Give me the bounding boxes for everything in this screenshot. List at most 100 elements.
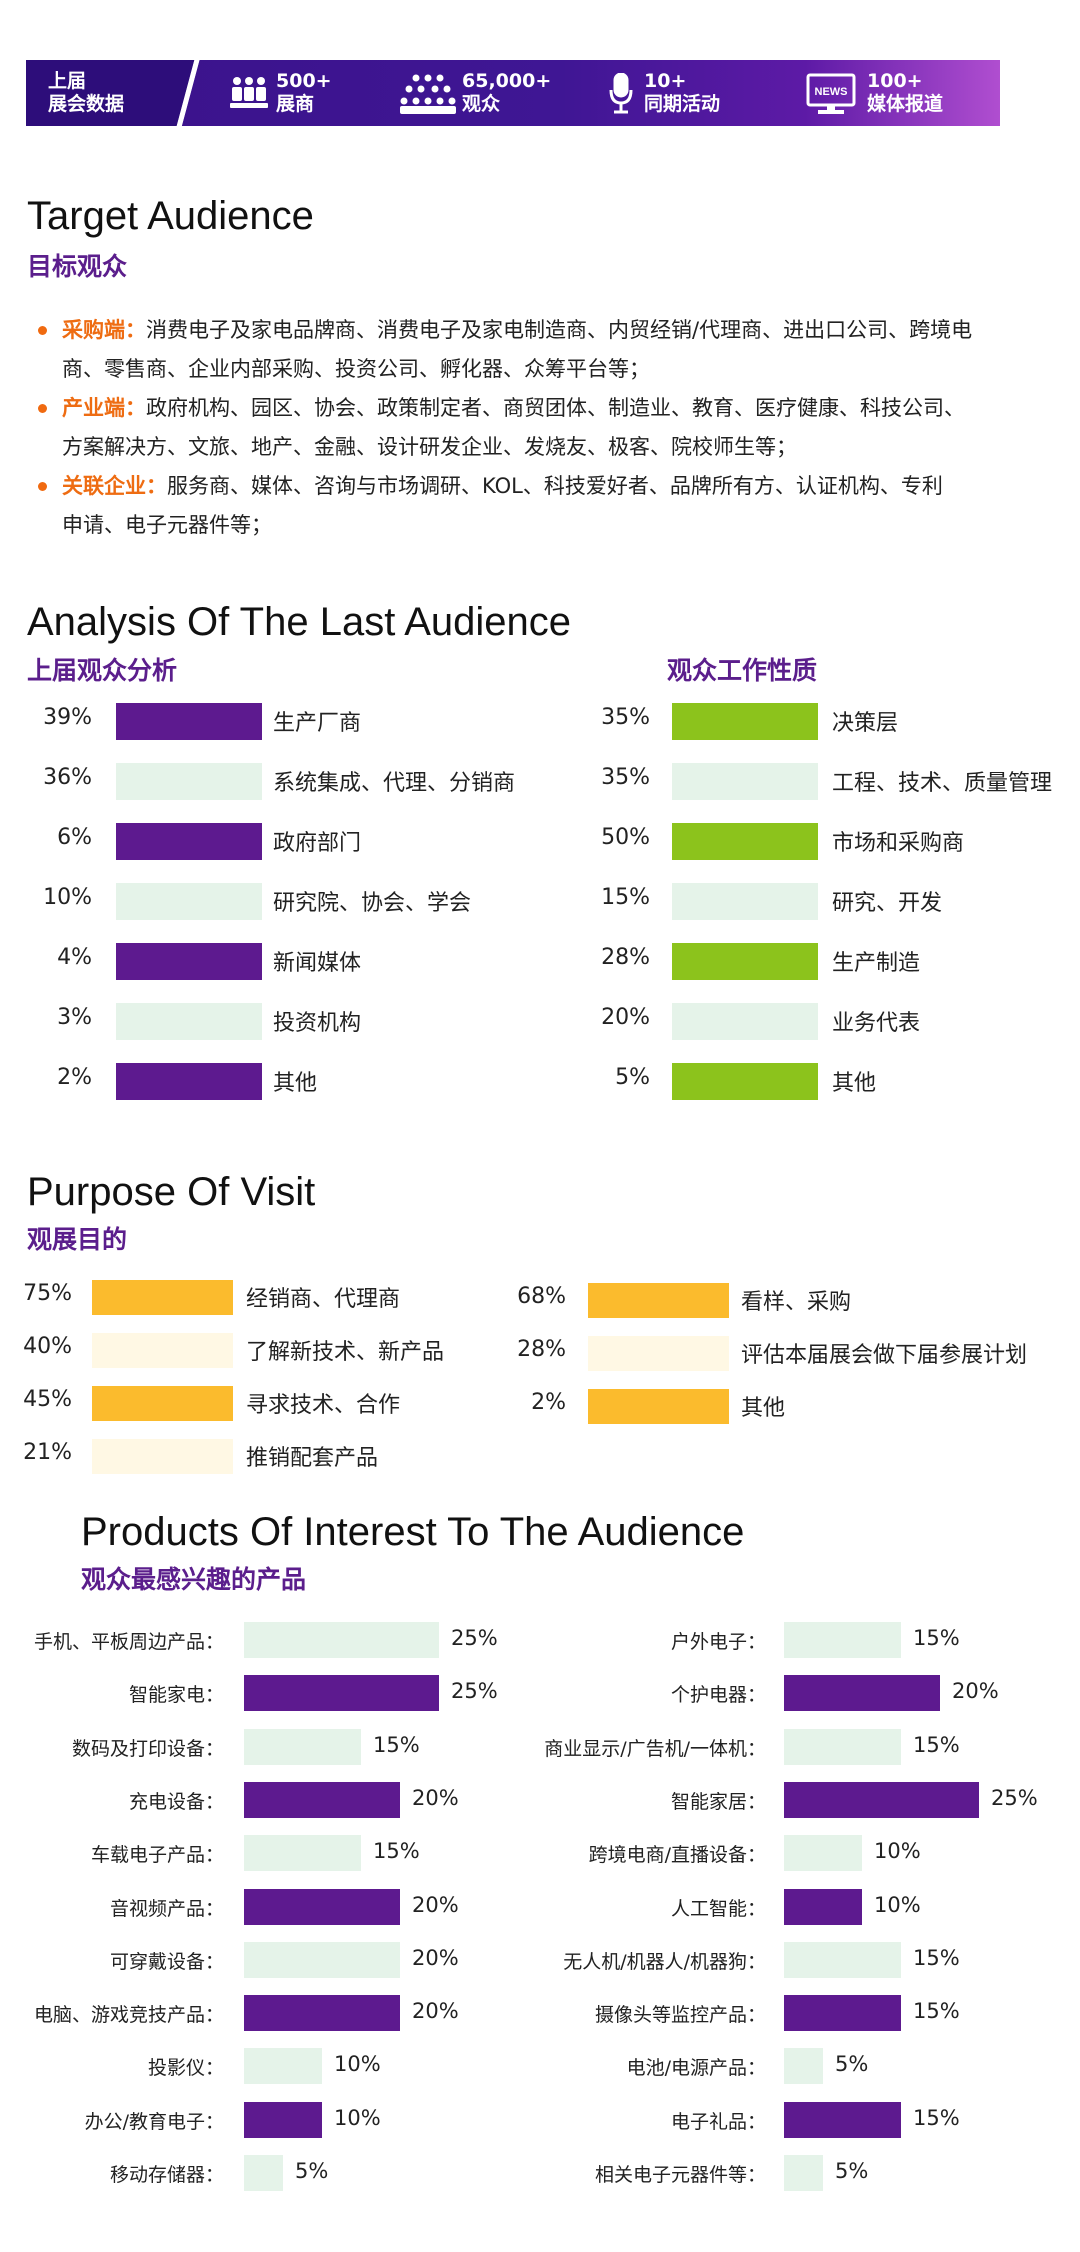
tick-label: 相关电子元器件等： (594, 2164, 766, 2186)
data-label: 20% (952, 1679, 999, 1704)
data-label: 40% (23, 1334, 72, 1359)
stat-media-number: 100+ (867, 70, 923, 92)
data-label: 15% (913, 1999, 960, 2024)
data-label: 5% (835, 2052, 869, 2077)
bar (784, 1781, 979, 1818)
job-nature-chart-title: 观众工作性质 (667, 656, 818, 685)
data-label: 25% (451, 1626, 498, 1650)
bar (92, 1439, 233, 1474)
news-icon-text: NEWS (815, 86, 848, 98)
data-label: 10% (874, 1839, 921, 1864)
tick-label: 投影仪： (147, 2057, 224, 2080)
bar (116, 703, 262, 740)
stat-audience-label: 观众 (462, 93, 501, 115)
target-item-procurement: 采购端：消费电子及家电品牌商、消费电子及家电制造商、内贸经销/代理商、进出口公司… (62, 311, 1062, 389)
banner-lead-line-1: 上届 (48, 70, 87, 92)
data-label: 50% (601, 825, 650, 850)
bar (116, 1003, 262, 1040)
data-label: 6% (57, 825, 92, 850)
bar (116, 883, 262, 920)
bar (244, 1995, 400, 2032)
tick-label: 人工智能： (670, 1897, 766, 1920)
bar (92, 1333, 233, 1368)
banner-lead-block (26, 60, 178, 126)
banner-lead-line-2: 展会数据 (48, 93, 125, 115)
bar (116, 763, 262, 800)
tick-label: 新闻媒体 (273, 951, 362, 976)
tick-label: 摄像头等监控产品： (594, 2004, 766, 2027)
purpose-subtitle: 观展目的 (27, 1225, 128, 1254)
data-label: 15% (601, 885, 650, 910)
data-label: 35% (601, 765, 650, 790)
data-label: 15% (373, 1839, 420, 1864)
bar (784, 1835, 862, 1872)
data-label: 28% (517, 1337, 566, 1362)
bar (244, 1888, 400, 1925)
data-label: 15% (913, 1945, 960, 1970)
bar (92, 1386, 233, 1421)
bar (672, 763, 818, 800)
microphone-icon (609, 73, 633, 114)
audience-icon (400, 74, 456, 114)
bar (244, 1835, 361, 1872)
tick-label: 了解新技术、新产品 (246, 1340, 445, 1365)
banner-divider (174, 60, 200, 126)
target-item-related: 关联企业：服务商、媒体、咨询与市场调研、KOL、科技爱好者、品牌所有方、认证机构… (62, 467, 1062, 545)
data-label: 45% (23, 1387, 72, 1412)
target-item-line: 政府机构、园区、协会、政策制定者、商贸团体、制造业、教育、医疗健康、科技公司、 (146, 396, 965, 420)
data-label: 15% (913, 1732, 960, 1757)
stat-media-label: 媒体报道 (867, 93, 944, 115)
target-audience-title: Target Audience (27, 194, 314, 238)
data-label: 20% (601, 1005, 650, 1030)
bar (92, 1280, 233, 1315)
tick-label: 决策层 (832, 711, 899, 736)
data-label: 2% (57, 1065, 92, 1090)
tick-label: 办公/教育电子： (84, 2110, 224, 2133)
data-label: 10% (43, 885, 92, 910)
bar (672, 883, 818, 920)
stat-exhibitors-label: 展商 (276, 93, 315, 115)
data-label: 15% (913, 1626, 960, 1650)
data-label: 10% (334, 2105, 381, 2130)
data-label: 25% (991, 1785, 1038, 1810)
tick-label: 电子礼品： (670, 2110, 766, 2133)
tick-label: 工程、技术、质量管理 (832, 771, 1053, 796)
tick-label: 系统集成、代理、分销商 (273, 771, 516, 796)
analysis-title: Analysis Of The Last Audience (27, 600, 572, 644)
data-label: 5% (295, 2159, 329, 2183)
tick-label: 推销配套产品 (246, 1446, 379, 1471)
target-item-line: 服务商、媒体、咨询与市场调研、KOL、科技爱好者、品牌所有方、认证机构、专利 (167, 474, 943, 498)
data-label: 20% (412, 1785, 459, 1810)
bar (588, 1283, 729, 1318)
bar (116, 1063, 262, 1100)
tick-label: 生产厂商 (273, 711, 362, 736)
data-label: 35% (601, 705, 650, 730)
data-label: 4% (57, 945, 92, 970)
stat-events-label: 同期活动 (644, 93, 721, 115)
target-item-key: 关联企业： (62, 474, 167, 498)
target-item-line: 方案解决方、文旅、地产、金融、设计研发企业、发烧友、极客、院校师生等； (62, 435, 797, 459)
bullet-dot (38, 404, 47, 413)
bar (784, 2101, 901, 2138)
bar (784, 1888, 862, 1925)
tick-label: 智能家电： (128, 1684, 224, 1707)
bullet-dot (38, 326, 47, 335)
data-label: 20% (412, 1999, 459, 2024)
stat-events-number: 10+ (644, 70, 687, 92)
tick-label: 其他 (741, 1396, 786, 1421)
data-label: 20% (412, 1892, 459, 1917)
data-label: 2% (531, 1390, 566, 1415)
news-icon: NEWS (806, 73, 856, 114)
target-item-key: 产业端： (62, 396, 146, 420)
tick-label: 电脑、游戏竞技产品： (33, 2004, 224, 2027)
data-label: 21% (23, 1440, 72, 1465)
target-item-industry: 产业端：政府机构、园区、协会、政策制定者、商贸团体、制造业、教育、医疗健康、科技… (62, 389, 1062, 467)
bar (244, 1622, 439, 1658)
bar (672, 1063, 818, 1100)
data-label: 5% (615, 1065, 650, 1090)
bar (672, 703, 818, 740)
bar (672, 823, 818, 860)
bar (784, 2155, 823, 2191)
bar (672, 1003, 818, 1040)
bar (244, 1675, 439, 1712)
